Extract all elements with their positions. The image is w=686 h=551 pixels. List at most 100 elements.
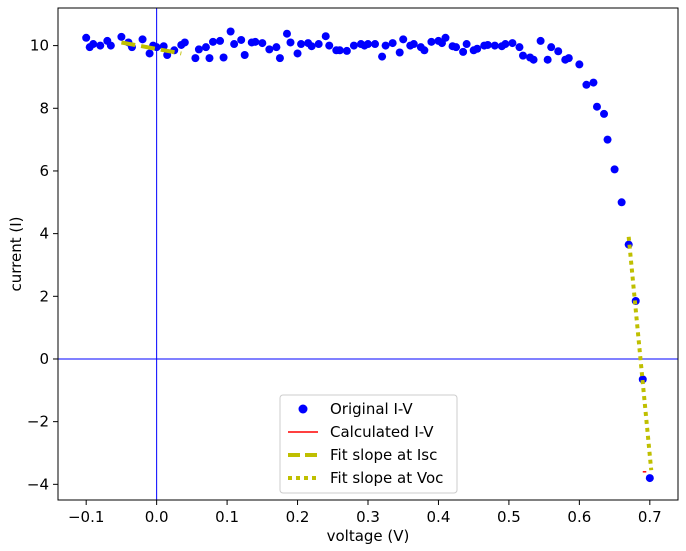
data-point bbox=[293, 49, 302, 58]
data-point bbox=[529, 55, 538, 64]
data-point bbox=[617, 198, 626, 207]
fit-slope-isc-line bbox=[121, 40, 182, 56]
data-point bbox=[191, 54, 200, 63]
data-point bbox=[473, 44, 482, 53]
legend-marker-original bbox=[298, 404, 308, 414]
data-point bbox=[286, 38, 295, 47]
x-axis-label: voltage (V) bbox=[327, 527, 410, 545]
data-point bbox=[230, 40, 239, 49]
x-tick-label: 0.2 bbox=[286, 508, 310, 526]
data-point bbox=[240, 51, 249, 60]
y-tick-label: −4 bbox=[27, 475, 49, 493]
legend-label-calculated: Calculated I-V bbox=[330, 423, 434, 441]
data-point bbox=[575, 60, 584, 69]
legend-label-fit-voc: Fit slope at Voc bbox=[330, 469, 443, 487]
data-point bbox=[547, 43, 556, 52]
data-point bbox=[219, 53, 228, 62]
data-point bbox=[226, 27, 235, 36]
data-point bbox=[216, 36, 225, 45]
data-point bbox=[117, 32, 126, 41]
data-point bbox=[251, 37, 260, 46]
fit-slope-voc-line bbox=[626, 236, 654, 471]
data-point bbox=[462, 40, 471, 49]
x-tick-label: 0.6 bbox=[567, 508, 591, 526]
y-axis-label: current (I) bbox=[7, 216, 25, 291]
data-point bbox=[82, 33, 91, 42]
data-point bbox=[603, 135, 612, 144]
legend-box bbox=[279, 394, 458, 494]
y-tick-label: 4 bbox=[39, 225, 49, 243]
data-point bbox=[106, 41, 115, 50]
data-point bbox=[258, 39, 267, 48]
x-tick-label: 0.0 bbox=[145, 508, 169, 526]
y-tick-label: −2 bbox=[27, 413, 49, 431]
y-tick-label: 0 bbox=[39, 350, 49, 368]
data-point bbox=[138, 35, 147, 44]
data-point bbox=[89, 40, 98, 49]
x-tick-label: 0.4 bbox=[427, 508, 451, 526]
legend: Original I-V Calculated I-V Fit slope at… bbox=[279, 394, 458, 494]
data-point bbox=[515, 43, 524, 52]
data-point bbox=[564, 54, 573, 63]
data-point bbox=[325, 41, 334, 50]
data-point bbox=[96, 41, 105, 50]
data-point bbox=[452, 43, 461, 52]
y-tick-label: 2 bbox=[39, 287, 49, 305]
data-point bbox=[180, 38, 189, 47]
y-tick-label: 6 bbox=[39, 162, 49, 180]
data-point bbox=[610, 165, 619, 174]
data-point bbox=[427, 37, 436, 46]
data-point bbox=[349, 41, 358, 50]
data-point bbox=[459, 47, 468, 56]
axis-ticks: −0.1 0.0 0.1 0.2 0.3 0.4 0.5 0.6 0.7 −4 −2 0 2 4 6 8 10 bbox=[27, 37, 662, 526]
data-point bbox=[378, 52, 387, 61]
data-point bbox=[201, 43, 210, 52]
data-point bbox=[501, 40, 510, 49]
data-point bbox=[536, 36, 545, 45]
data-point bbox=[275, 54, 284, 63]
y-tick-label: 10 bbox=[30, 37, 49, 55]
data-point bbox=[409, 40, 418, 49]
x-tick-label: −0.1 bbox=[68, 508, 104, 526]
x-tick-label: 0.3 bbox=[356, 508, 380, 526]
data-point bbox=[554, 47, 563, 56]
data-point bbox=[335, 46, 344, 55]
data-point bbox=[592, 102, 601, 111]
data-point bbox=[420, 46, 429, 55]
data-point bbox=[508, 39, 517, 48]
data-point bbox=[589, 78, 598, 87]
data-point bbox=[364, 40, 372, 49]
data-point bbox=[381, 41, 390, 50]
data-point bbox=[321, 32, 330, 41]
legend-label-original: Original I-V bbox=[330, 400, 413, 418]
x-tick-label: 0.7 bbox=[638, 508, 662, 526]
data-point bbox=[388, 39, 397, 48]
data-point bbox=[582, 80, 591, 89]
x-tick-label: 0.5 bbox=[497, 508, 521, 526]
data-point bbox=[282, 29, 291, 38]
y-tick-label: 8 bbox=[39, 99, 49, 117]
data-point bbox=[395, 48, 404, 57]
data-point bbox=[265, 45, 274, 54]
data-point bbox=[194, 45, 203, 54]
data-point bbox=[543, 55, 552, 64]
data-point bbox=[145, 49, 154, 58]
data-point bbox=[297, 40, 306, 49]
data-point bbox=[600, 109, 609, 118]
data-point bbox=[314, 40, 323, 49]
data-point bbox=[371, 40, 380, 49]
legend-label-fit-isc: Fit slope at Isc bbox=[330, 446, 437, 464]
data-point bbox=[205, 54, 214, 63]
data-point bbox=[519, 51, 527, 60]
data-point bbox=[272, 43, 281, 52]
data-point bbox=[209, 37, 217, 46]
data-point bbox=[490, 41, 499, 50]
data-point bbox=[342, 46, 351, 55]
data-point bbox=[483, 40, 492, 49]
data-point bbox=[399, 35, 408, 44]
data-point bbox=[645, 474, 654, 483]
plot-layer bbox=[58, 8, 678, 500]
data-point bbox=[237, 35, 246, 44]
data-point bbox=[307, 42, 316, 51]
